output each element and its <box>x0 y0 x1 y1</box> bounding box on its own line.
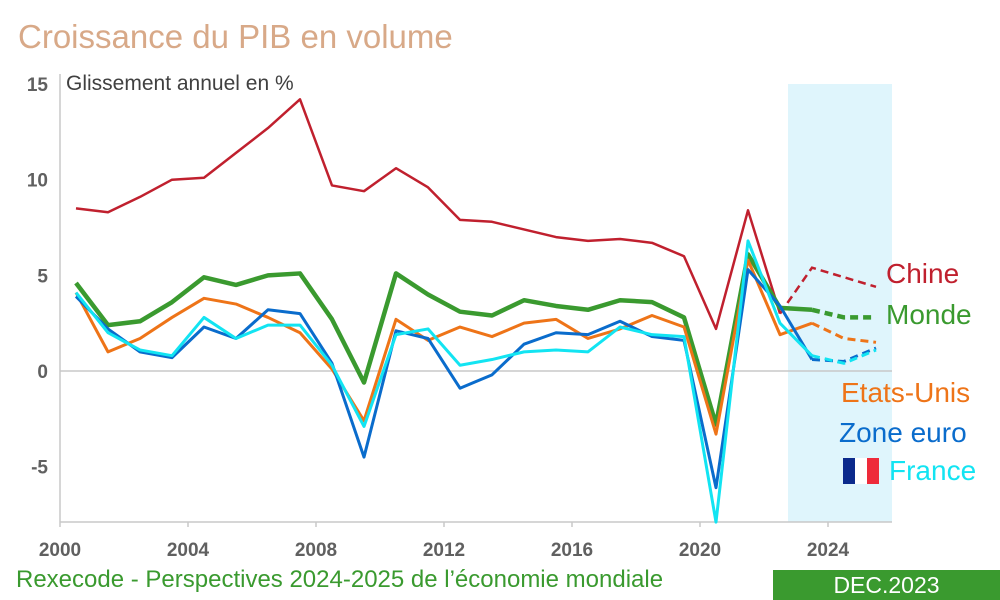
france-flag-icon <box>843 458 879 484</box>
date-badge: DEC.2023 <box>773 570 1000 600</box>
x-tick-label: 2000 <box>39 540 81 561</box>
x-tick-label: 2016 <box>551 540 593 561</box>
series-line-etats-unis <box>74 258 813 436</box>
y-tick-label: 0 <box>37 362 48 383</box>
y-tick-label: 10 <box>27 171 48 192</box>
series-forecast-chine <box>778 266 877 315</box>
x-tick-label: 2012 <box>423 540 465 561</box>
series-line-france <box>74 239 814 524</box>
chart-title: Croissance du PIB en volume <box>18 18 453 55</box>
chart-subtitle: Glissement annuel en % <box>66 72 294 95</box>
legend-zone-euro: Zone euro <box>839 417 967 448</box>
legend-etats-unis: Etats-Unis <box>841 377 971 408</box>
x-tick-label: 2008 <box>295 540 337 561</box>
x-tick-label: 2004 <box>167 540 210 561</box>
legend-chine: Chine <box>886 258 960 289</box>
legend-monde: Monde <box>886 299 972 330</box>
y-tick-label: 15 <box>27 75 49 96</box>
y-tick-label: -5 <box>31 458 48 479</box>
y-tick-label: 5 <box>37 266 48 287</box>
x-tick-label: 2024 <box>807 540 850 561</box>
footer-source: Rexecode - Perspectives 2024-2025 de l’é… <box>16 566 664 593</box>
series-forecast-etats-unis <box>811 321 877 344</box>
legend-france: France <box>889 455 977 486</box>
x-tick-label: 2020 <box>679 540 721 561</box>
series-line-monde <box>74 252 813 427</box>
forecast-shading <box>788 84 892 522</box>
